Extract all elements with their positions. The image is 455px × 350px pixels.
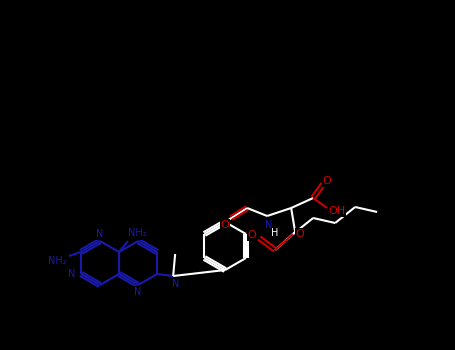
Text: N: N [68, 269, 76, 279]
Text: N: N [134, 287, 142, 297]
Text: H: H [272, 228, 279, 238]
Text: N: N [134, 229, 142, 239]
Text: N: N [96, 229, 104, 239]
Text: NH₂: NH₂ [128, 228, 147, 238]
Text: N: N [265, 220, 273, 230]
Text: O: O [323, 176, 332, 186]
Text: OH: OH [329, 206, 346, 216]
Text: NH₂: NH₂ [48, 256, 66, 266]
Text: O: O [296, 229, 304, 239]
Text: O: O [248, 230, 257, 240]
Text: N: N [172, 279, 180, 289]
Text: O: O [221, 220, 229, 230]
